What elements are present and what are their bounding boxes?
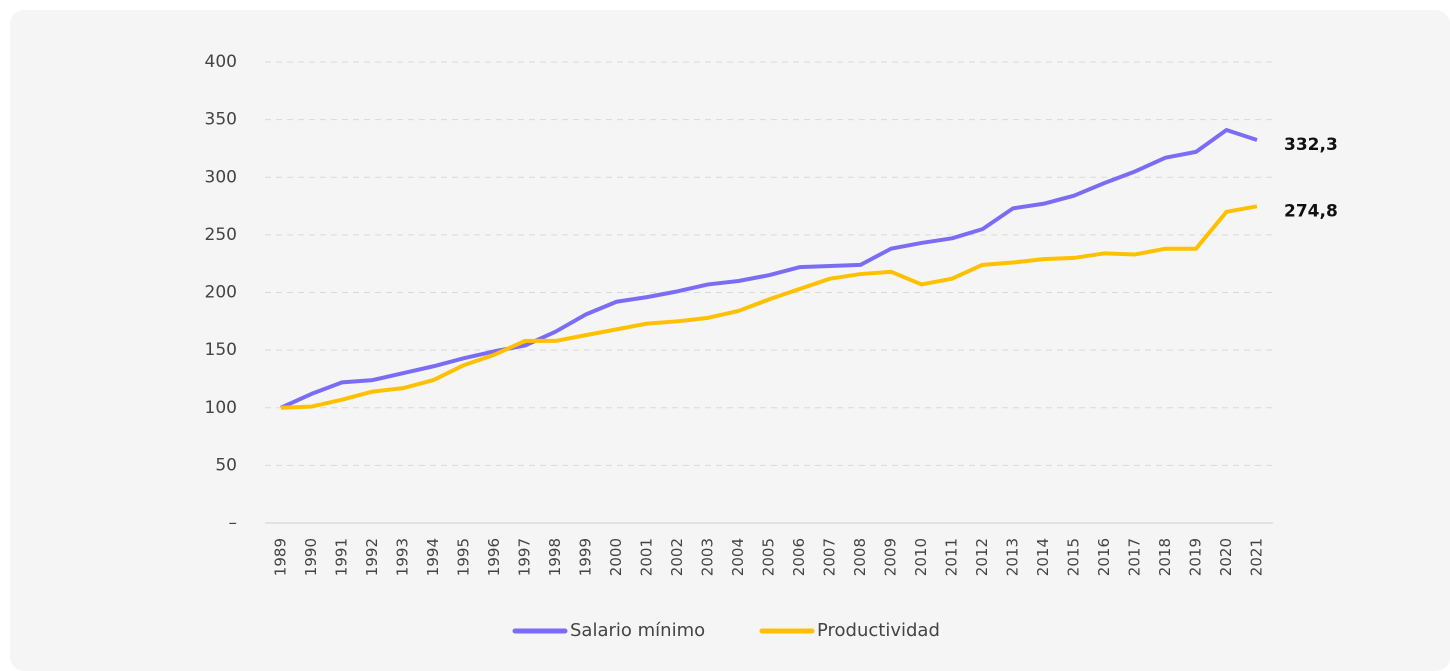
x-tick-label: 2012 xyxy=(973,538,991,576)
x-tick-label: 2006 xyxy=(790,538,808,576)
x-tick-label: 2013 xyxy=(1004,538,1022,576)
x-tick-label: 2002 xyxy=(668,538,686,576)
x-tick-label: 2014 xyxy=(1034,538,1052,576)
x-tick-label: 2003 xyxy=(699,538,717,576)
x-tick-label: 2004 xyxy=(729,538,747,576)
x-tick-label: 1996 xyxy=(485,538,503,576)
x-tick-label: 1999 xyxy=(577,538,595,576)
y-tick-label: 50 xyxy=(215,455,237,475)
x-tick-label: 1994 xyxy=(424,538,442,576)
y-tick-label: 300 xyxy=(205,167,237,187)
y-tick-label: – xyxy=(229,513,238,533)
x-tick-label: 2010 xyxy=(912,538,930,576)
x-tick-label: 2011 xyxy=(943,538,961,576)
x-tick-label: 2018 xyxy=(1156,538,1174,576)
y-tick-label: 100 xyxy=(205,398,237,418)
x-tick-label: 1997 xyxy=(516,538,534,576)
y-tick-label: 350 xyxy=(205,110,237,130)
x-tick-label: 1993 xyxy=(394,538,412,576)
x-tick-label: 2001 xyxy=(638,538,656,576)
x-tick-label: 2016 xyxy=(1095,538,1113,576)
y-tick-label: 250 xyxy=(205,225,237,245)
x-tick-label: 2005 xyxy=(760,538,778,576)
legend-label: Salario mínimo xyxy=(570,620,705,641)
x-tick-label: 2009 xyxy=(882,538,900,576)
x-tick-label: 2007 xyxy=(821,538,839,576)
x-tick-label: 2020 xyxy=(1217,538,1235,576)
card xyxy=(10,10,1450,671)
x-tick-label: 2008 xyxy=(851,538,869,576)
x-tick-label: 2021 xyxy=(1248,538,1266,576)
x-tick-label: 2015 xyxy=(1065,538,1083,576)
x-tick-label: 2019 xyxy=(1187,538,1205,576)
value-label: 274,8 xyxy=(1284,201,1338,221)
x-tick-label: 1991 xyxy=(333,538,351,576)
x-tick-label: 1990 xyxy=(302,538,320,576)
y-tick-label: 150 xyxy=(205,340,237,360)
x-tick-label: 1995 xyxy=(455,538,473,576)
value-label: 332,3 xyxy=(1284,135,1338,155)
x-tick-label: 2017 xyxy=(1126,538,1144,576)
y-tick-label: 400 xyxy=(205,52,237,72)
x-tick-label: 1992 xyxy=(363,538,381,576)
line-series xyxy=(280,204,1258,410)
x-tick-label: 1989 xyxy=(272,538,290,576)
legend-label: Productividad xyxy=(817,620,940,641)
x-tick-label: 1998 xyxy=(546,538,564,576)
x-tick-label: 2000 xyxy=(607,538,625,576)
line-series xyxy=(280,127,1258,410)
y-tick-label: 200 xyxy=(205,283,237,303)
